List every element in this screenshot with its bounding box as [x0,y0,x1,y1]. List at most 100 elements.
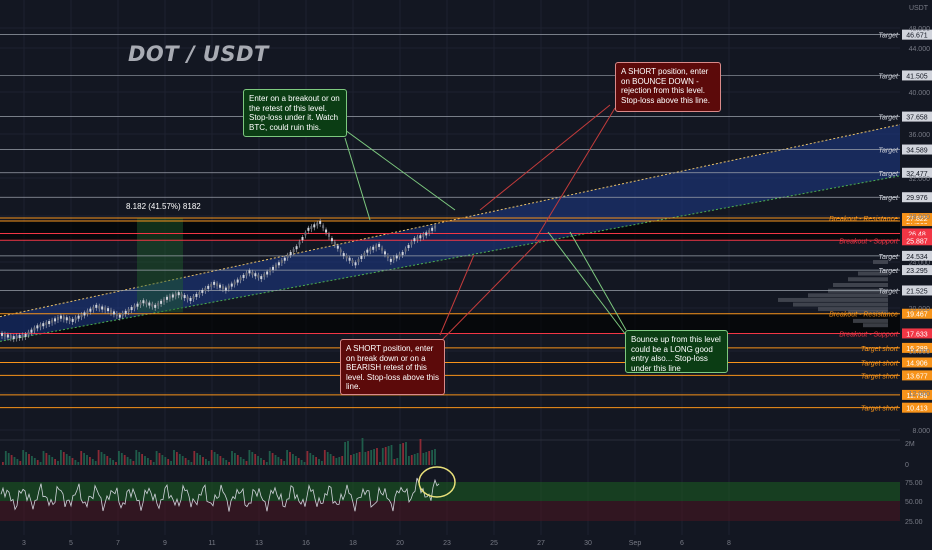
candle-body [348,257,351,261]
volume-bar [60,450,62,465]
price-tag-bg [902,70,932,81]
candle-body [95,304,98,308]
note-leader [344,129,456,211]
volume-bar [147,458,149,465]
candle-body [233,281,236,285]
candle-body [422,233,425,237]
candle-body [65,317,68,321]
rsi-band-lower [0,501,900,521]
price-tag: 37.658 [906,115,928,122]
price-tag-bg [902,111,932,122]
volume-bar [10,455,13,465]
price-tag-bg [902,285,932,296]
candle-body [207,285,210,289]
price-tag-bg [902,342,932,353]
volume-bar [176,452,178,465]
price-tag-bg [902,235,932,246]
price-tag: 19.467 [906,312,928,319]
candle-body [224,287,227,291]
y-tick-label: 32.000 [909,176,931,183]
y-tick-label: 16.000 [909,349,931,356]
price-tag: 13.677 [906,373,928,380]
candle-body [363,252,366,256]
volume-bar [228,462,230,465]
rsi-highlight-circle [418,466,456,498]
volume-bar [135,450,138,465]
candle-body [39,324,42,328]
volume-bar [239,457,242,465]
candle-body [68,318,71,322]
candle-body [378,243,381,247]
level-label: Target [878,171,899,178]
volume-bar [57,461,59,465]
candle-body [410,241,413,245]
volume-bar [138,452,141,465]
candle-body [413,238,416,242]
candle-body [375,245,378,249]
volume-bar [390,445,393,465]
volume-bar [428,451,431,465]
candle-body [219,284,221,288]
volume-bar [309,453,312,465]
candle-body [36,325,39,329]
candle-body [71,318,74,322]
candle-body [121,312,124,316]
volume-bar [158,453,161,465]
volume-bar [115,462,117,465]
volume-bar [7,453,10,465]
volume-bar [321,461,323,465]
volume-bar [167,459,170,465]
x-tick-label: 25 [490,540,498,547]
candle-body [160,300,163,304]
short-break-note[interactable]: A SHORT position, enter on break down or… [340,339,445,395]
candle-body [419,235,422,239]
candle-body [369,248,372,252]
volume-bar [367,451,370,465]
rsi-axis-label: 25.00 [905,519,923,526]
volume-bar [80,451,83,465]
price-tag-bg [902,213,932,224]
long-bounce-note[interactable]: Bounce up from this level could be a LON… [625,330,728,373]
volume-bar [364,452,367,465]
channel-fill [0,124,900,342]
candle-body [80,314,83,318]
x-tick-label: 7 [116,540,120,547]
level-label: Target short [861,360,899,367]
breakout-note[interactable]: Enter on a breakout or on the retest of … [243,89,347,137]
candle-body [118,314,121,318]
volume-bar [54,459,56,465]
price-tag: 10.413 [906,406,928,413]
volume-bar [123,455,126,465]
short-bounce-note[interactable]: A SHORT position, enter on BOUNCE DOWN -… [615,62,721,112]
volume-bar [419,439,422,465]
volume-bar [268,451,271,465]
price-tag-bg [902,370,932,381]
candle-body [434,225,437,229]
candle-body [124,310,127,314]
price-tag: 25.887 [906,238,928,245]
volume-bar [245,461,248,465]
candle-body [83,312,86,316]
candle-body [74,317,77,321]
candle-body [168,295,171,299]
price-tag-bg [902,250,932,261]
volume-bar [120,453,123,465]
price-tag-bg [902,328,932,339]
volume-bar [408,456,410,465]
candle-body [330,238,333,242]
volume-bar [4,451,7,465]
candle-body [62,316,65,320]
volume-bar [170,461,172,465]
price-tag: 32.477 [906,171,928,178]
candle-body [242,274,245,278]
price-tag-bg [902,308,932,319]
candle-body [148,302,151,306]
volume-bar [152,462,155,465]
candle-body [277,262,280,266]
candle-body [210,283,213,287]
x-tick-label: 6 [680,540,684,547]
candle-body [157,302,160,306]
candle-body [142,300,145,304]
chart-title: DOT / USDT [128,42,269,66]
